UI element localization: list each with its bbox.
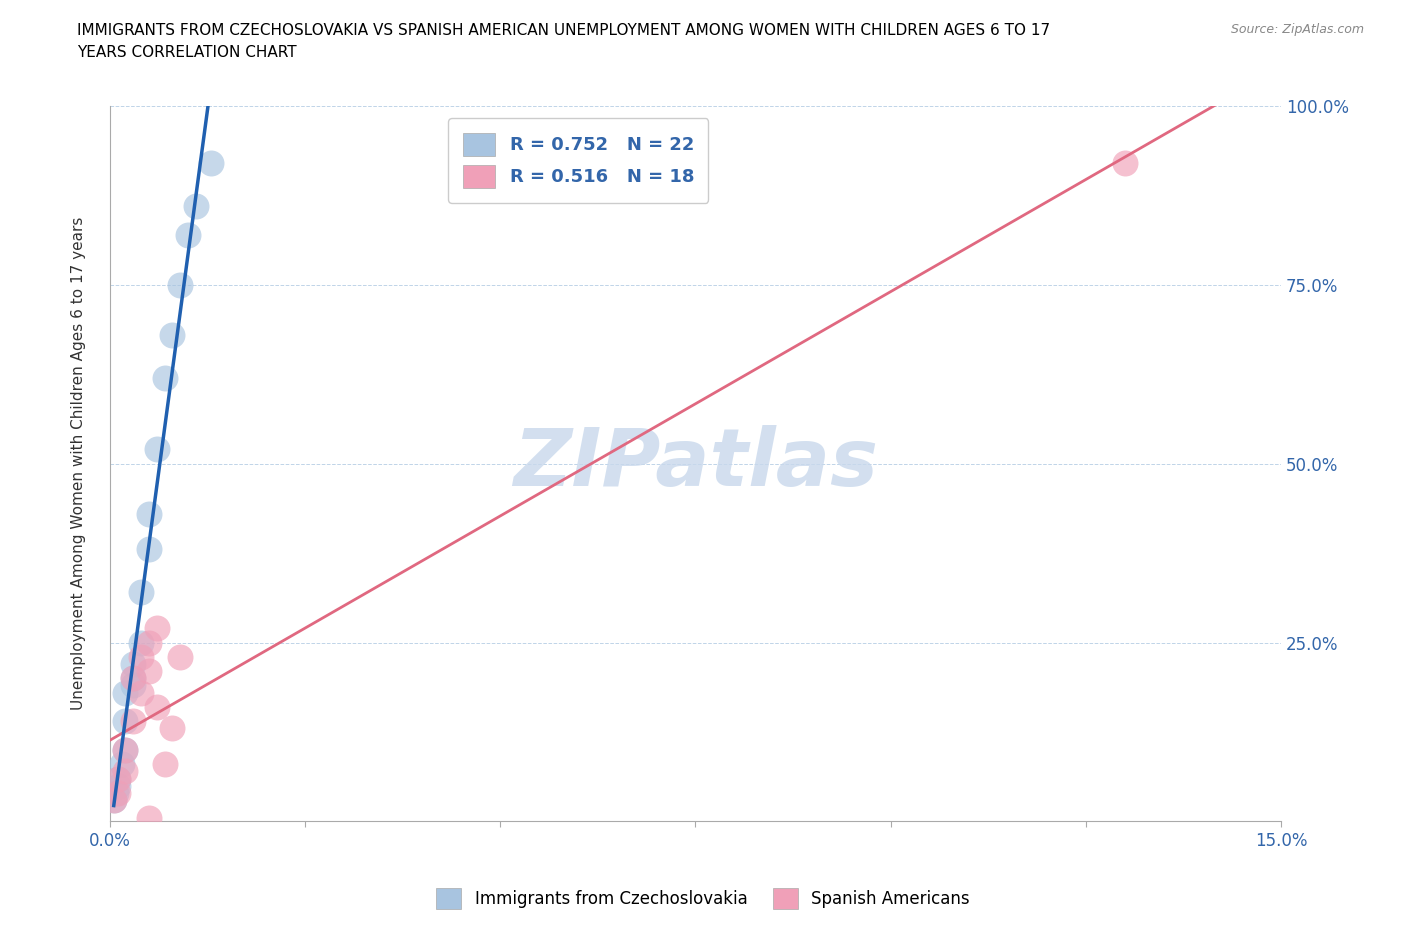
Point (138, 635, 160, 650)
Point (107, 786, 129, 801)
Point (114, 742, 136, 757)
Point (1114, 155, 1136, 170)
Point (103, 792, 125, 807)
Point (114, 764, 136, 778)
Point (169, 649, 191, 664)
Text: IMMIGRANTS FROM CZECHOSLOVAKIA VS SPANISH AMERICAN UNEMPLOYMENT AMONG WOMEN WITH: IMMIGRANTS FROM CZECHOSLOVAKIA VS SPANIS… (77, 23, 1050, 60)
Point (184, 198, 207, 213)
Text: Source: ZipAtlas.com: Source: ZipAtlas.com (1230, 23, 1364, 36)
Point (129, 685, 152, 700)
Point (162, 327, 184, 342)
Point (153, 370, 176, 385)
Point (138, 506, 160, 521)
Point (153, 757, 176, 772)
Point (177, 227, 200, 242)
Point (129, 649, 152, 664)
Legend: Immigrants from Czechoslovakia, Spanish Americans: Immigrants from Czechoslovakia, Spanish … (429, 880, 977, 917)
Point (110, 757, 132, 772)
Point (122, 671, 145, 685)
Point (129, 635, 152, 650)
Point (114, 685, 136, 700)
Text: ZIPatlas: ZIPatlas (513, 425, 877, 502)
Point (122, 714, 145, 729)
Y-axis label: Unemployment Among Women with Children Ages 6 to 17 years: Unemployment Among Women with Children A… (72, 217, 86, 711)
Point (145, 442, 167, 457)
Point (114, 742, 136, 757)
Point (138, 810, 160, 825)
Point (105, 786, 128, 801)
Point (169, 277, 191, 292)
Point (145, 621, 167, 636)
Point (122, 671, 145, 685)
Point (145, 699, 167, 714)
Point (200, 155, 222, 170)
Point (107, 771, 129, 786)
Point (122, 657, 145, 671)
Point (129, 585, 152, 600)
Point (103, 792, 125, 807)
Point (138, 542, 160, 557)
Point (107, 771, 129, 786)
Point (162, 721, 184, 736)
Point (107, 778, 129, 793)
Point (122, 678, 145, 693)
Point (138, 664, 160, 679)
Legend: R = 0.752   N = 22, R = 0.516   N = 18: R = 0.752 N = 22, R = 0.516 N = 18 (449, 118, 709, 203)
Point (114, 714, 136, 729)
